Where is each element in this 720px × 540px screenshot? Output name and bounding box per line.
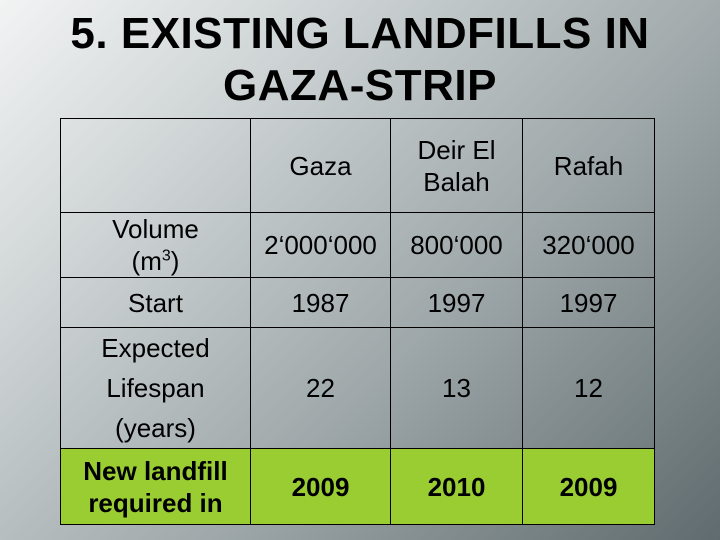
table-row-start: Start 1987 1997 1997 (60, 277, 655, 328)
header-rafah: Rafah (522, 118, 655, 213)
header-gaza: Gaza (250, 118, 391, 213)
cell-volume-gaza: 2‘000‘000 (250, 212, 391, 278)
cell-start-deir-el-balah: 1997 (390, 277, 523, 328)
cell-start-gaza: 1987 (250, 277, 391, 328)
table-row-lifespan: Expected Lifespan (years) 22 13 12 (60, 327, 655, 449)
table-row-volume: Volume (m3) 2‘000‘000 800‘000 320‘000 (60, 212, 655, 278)
slide-title: 5. EXISTING LANDFILLS IN GAZA-STRIP (0, 8, 720, 112)
header-corner-cell (60, 118, 251, 213)
row-label-lifespan: Expected Lifespan (years) (60, 327, 251, 449)
cell-lifespan-gaza: 22 (250, 327, 391, 449)
cell-volume-rafah: 320‘000 (522, 212, 655, 278)
table-header-row: Gaza Deir El Balah Rafah (60, 118, 655, 213)
cell-new-rafah: 2009 (522, 448, 655, 525)
row-label-start: Start (60, 277, 251, 328)
title-line-2: GAZA-STRIP (223, 61, 497, 110)
row-label-volume: Volume (m3) (60, 212, 251, 278)
row-label-new-landfill: New landfill required in (60, 448, 251, 525)
landfill-table: Gaza Deir El Balah Rafah Volume (m3) 2‘000… (60, 118, 655, 525)
cell-lifespan-deir-el-balah: 13 (390, 327, 523, 449)
cell-start-rafah: 1997 (522, 277, 655, 328)
table-row-new-landfill: New landfill required in 2009 2010 2009 (60, 448, 655, 525)
title-line-1: 5. EXISTING LANDFILLS IN (70, 9, 650, 58)
cell-volume-deir-el-balah: 800‘000 (390, 212, 523, 278)
cell-new-gaza: 2009 (250, 448, 391, 525)
cell-lifespan-rafah: 12 (522, 327, 655, 449)
header-deir-el-balah: Deir El Balah (390, 118, 523, 213)
cell-new-deir-el-balah: 2010 (390, 448, 523, 525)
